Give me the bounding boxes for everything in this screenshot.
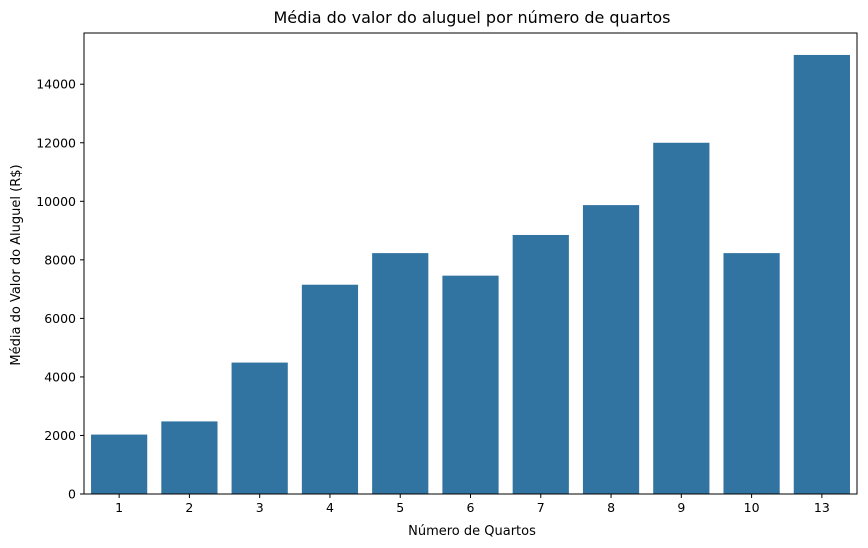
y-tick-label: 2000 [44,428,76,443]
x-tick-label: 2 [185,500,193,515]
y-tick-label: 0 [68,487,76,502]
bar-5 [372,253,429,494]
x-tick-label: 4 [326,500,334,515]
y-tick-label: 10000 [36,194,76,209]
bar-3 [231,362,288,494]
x-tick-label: 8 [607,500,615,515]
bar-8 [582,205,640,494]
y-axis-ticks: 0 2000 4000 6000 8000 10000 12000 14000 [36,77,84,502]
x-axis-label: Número de Quartos [408,524,536,539]
x-tick-label: 1 [115,500,123,515]
bar-2 [161,421,218,494]
x-tick-label: 5 [396,500,404,515]
x-tick-label: 7 [537,500,545,515]
y-axis-label: Média do Valor do Aluguel (R$) [9,164,24,365]
chart-title: Média do valor do aluguel por número de … [273,8,670,27]
bar-13 [793,54,850,494]
x-axis-ticks: 1 2 3 4 5 6 7 8 9 10 13 [115,494,830,515]
y-tick-label: 12000 [36,135,76,150]
x-tick-label: 10 [744,500,760,515]
plot-frame [83,32,858,495]
plot-area: 0 2000 4000 6000 8000 10000 12000 14000 1 2 3 4 5 6 7… [36,32,858,515]
bar-9 [653,142,710,494]
y-tick-label: 14000 [36,77,76,92]
y-tick-label: 8000 [44,252,76,267]
bar-4 [301,284,359,494]
y-tick-label: 6000 [44,311,76,326]
x-tick-label: 13 [814,500,830,515]
bar-6 [442,275,499,494]
x-tick-label: 9 [677,500,685,515]
bar-10 [723,253,780,494]
y-tick-label: 4000 [44,369,76,384]
x-tick-label: 6 [467,500,475,515]
bars-group [91,54,850,494]
bar-7 [512,234,569,494]
bar-1 [91,434,148,494]
x-tick-label: 3 [256,500,264,515]
